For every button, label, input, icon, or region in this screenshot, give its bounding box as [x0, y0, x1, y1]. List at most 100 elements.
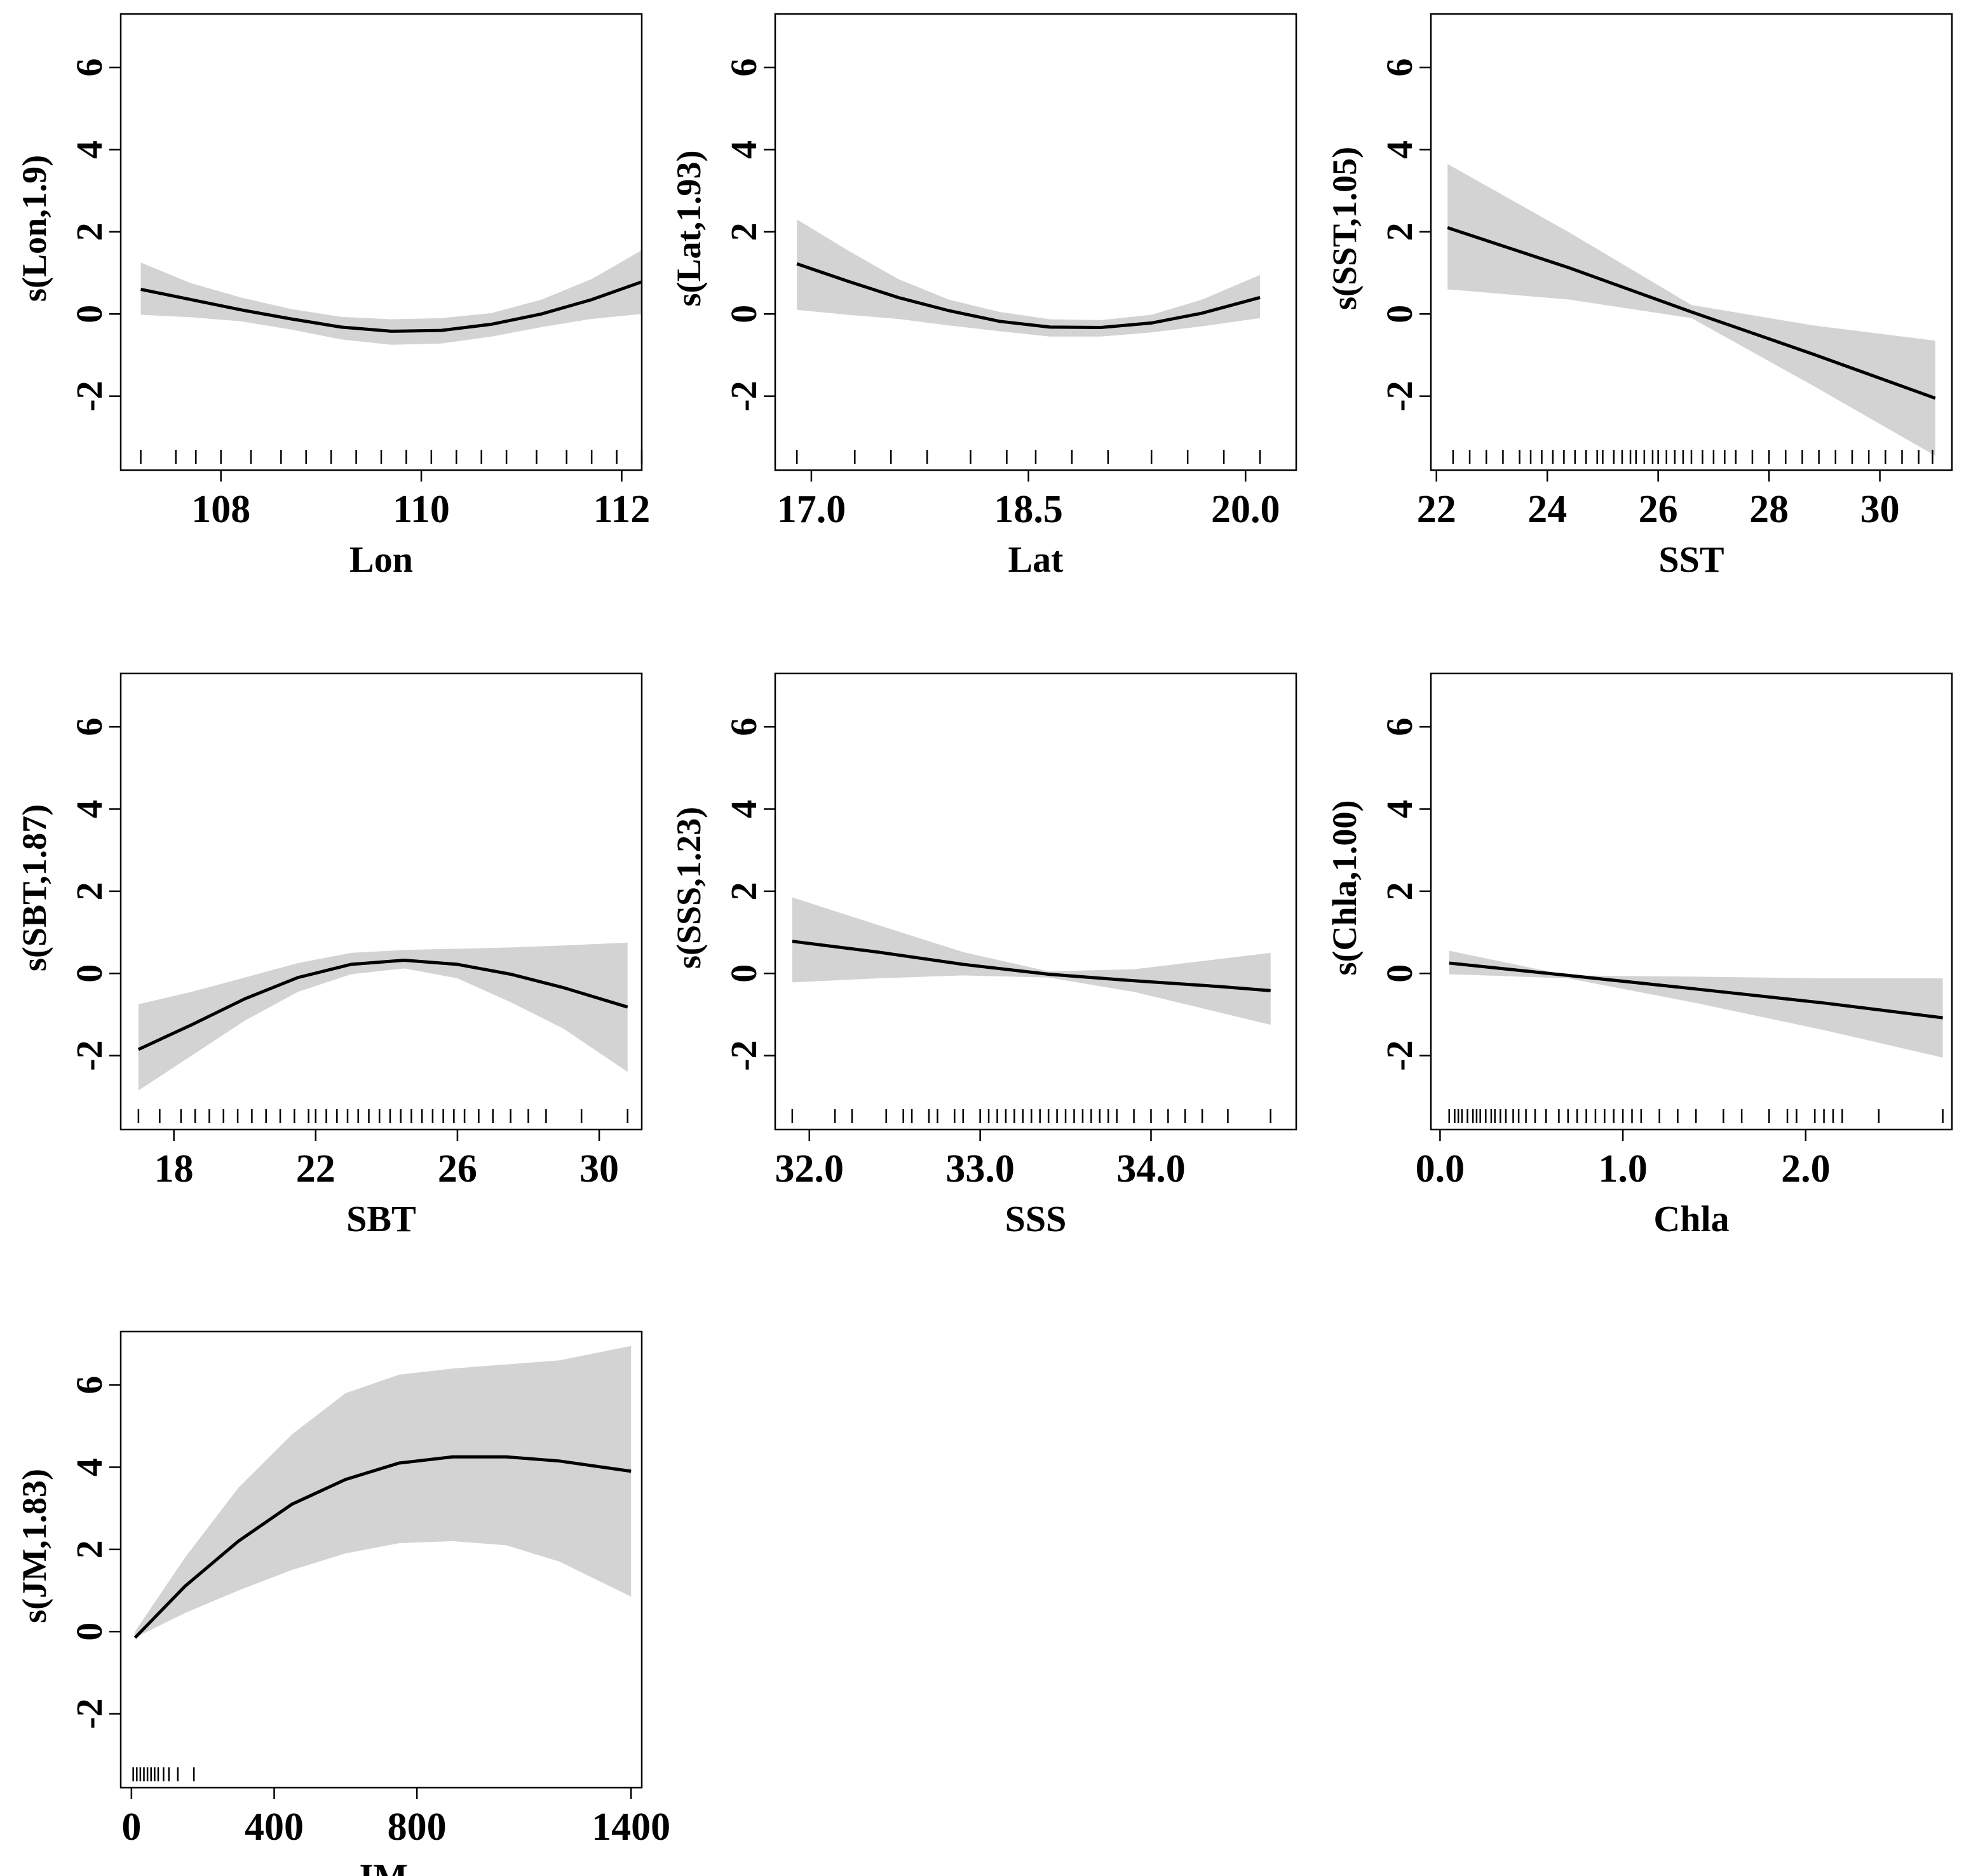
y-axis-label-sss: s(SSS,1.23)	[670, 807, 708, 969]
x-tick-label: 400	[245, 1805, 304, 1849]
x-tick-label: 1.0	[1598, 1147, 1648, 1191]
smooth-curve-lon	[140, 280, 642, 333]
y-tick-label: 6	[723, 58, 764, 77]
x-tick-label: 112	[593, 488, 651, 531]
y-tick-label: -2	[69, 1698, 110, 1729]
y-tick-label: 2	[723, 882, 764, 900]
x-tick-label: 26	[438, 1147, 477, 1191]
x-tick-label: 18	[154, 1147, 194, 1191]
confidence-band-sss	[792, 897, 1271, 1025]
smooth-curve-sss	[792, 940, 1271, 992]
y-tick-label: 6	[723, 718, 764, 736]
y-axis-label-lon: s(Lon,1.9)	[15, 155, 53, 302]
smooth-curve-chla	[1449, 961, 1943, 1020]
smooth-curve-sst	[1447, 226, 1936, 400]
y-tick-label: 2	[1379, 882, 1420, 900]
x-tick-label: 26	[1639, 488, 1678, 531]
y-tick-label: 6	[69, 58, 110, 77]
panel-lon: -2 0 2 4 6 108 110 112 Lon s(Lon,1.9)	[15, 13, 651, 580]
x-tick-label: 22	[1417, 488, 1456, 531]
x-tick-label: 0.0	[1416, 1147, 1465, 1191]
panel-lat: -2 0 2 4 6 17.0 18.5 20.0 Lat s(Lat,1.93)	[670, 13, 1297, 580]
confidence-band-lat	[797, 219, 1261, 337]
confidence-band-sbt	[138, 942, 628, 1091]
x-axis-label-sst: SST	[1658, 539, 1724, 580]
x-tick-label: 0	[121, 1805, 141, 1849]
plot-frame-sst	[1430, 13, 1953, 471]
x-tick-label: 20.0	[1211, 488, 1280, 531]
x-axis-label-chla: Chla	[1653, 1198, 1729, 1239]
y-tick-label: 4	[723, 140, 764, 159]
x-axis-label-jm: JM	[355, 1856, 408, 1876]
plot-frame-sbt	[119, 672, 643, 1131]
y-axis-label-sbt: s(SBT,1.87)	[15, 804, 53, 971]
y-tick-label: 4	[69, 140, 110, 159]
x-tick-label: 800	[388, 1805, 447, 1849]
y-tick-label: 4	[69, 1458, 110, 1476]
panel-sbt: -2 0 2 4 6 18 22 26 30 SBT s(SBT,1.87)	[15, 672, 643, 1239]
y-tick-label: 0	[69, 964, 110, 983]
y-tick-label: -2	[69, 381, 110, 411]
x-tick-label: 2.0	[1781, 1147, 1831, 1191]
plot-frame-sss	[774, 672, 1297, 1131]
x-tick-label: 22	[296, 1147, 335, 1191]
y-tick-label: 6	[69, 718, 110, 736]
plot-frame-jm	[119, 1330, 643, 1789]
x-tick-label: 18.5	[994, 488, 1063, 531]
y-tick-label: 0	[723, 305, 764, 323]
plot-frame-lon	[119, 13, 643, 471]
x-tick-label: 17.0	[777, 488, 846, 531]
y-tick-label: 6	[1379, 58, 1420, 77]
y-tick-label: 0	[723, 964, 764, 983]
y-tick-label: -2	[1379, 1040, 1420, 1070]
x-tick-label: 34.0	[1116, 1147, 1186, 1191]
x-axis-label-sbt: SBT	[346, 1198, 416, 1239]
x-tick-label: 108	[191, 488, 250, 531]
y-tick-label: 0	[69, 1623, 110, 1641]
x-tick-label: 30	[1860, 488, 1900, 531]
smooth-curve-sbt	[137, 958, 628, 1051]
y-tick-label: -2	[1379, 381, 1420, 411]
y-tick-label: 4	[69, 800, 110, 818]
x-tick-label: 33.0	[945, 1147, 1015, 1191]
y-tick-label: 2	[69, 882, 110, 900]
y-tick-label: 2	[1379, 222, 1420, 241]
confidence-band-jm	[135, 1346, 632, 1638]
y-tick-label: 2	[69, 222, 110, 241]
smooth-curve-lat	[796, 262, 1261, 330]
plot-frame-chla	[1430, 672, 1953, 1131]
plot-frame-lat	[774, 13, 1297, 471]
y-tick-label: -2	[69, 1040, 110, 1070]
y-axis-label-chla: s(Chla,1.00)	[1325, 800, 1364, 975]
panel-jm: -2 0 2 4 6 0 400 800 1400 JM s(JM,1.83)	[15, 1330, 670, 1876]
x-axis-label-lat: Lat	[1008, 539, 1064, 580]
y-tick-label: 6	[1379, 718, 1420, 736]
y-axis-label-lat: s(Lat,1.93)	[670, 150, 708, 306]
y-tick-label: 2	[69, 1540, 110, 1558]
y-tick-label: 4	[1379, 800, 1420, 818]
confidence-band-lon	[140, 250, 642, 345]
x-axis-label-sss: SSS	[1005, 1198, 1067, 1239]
smooth-curve-jm	[133, 1455, 632, 1639]
y-axis-label-sst: s(SST,1.05)	[1325, 147, 1364, 310]
x-tick-label: 110	[393, 488, 450, 531]
x-axis-label-lon: Lon	[349, 539, 413, 580]
x-tick-label: 1400	[592, 1805, 670, 1849]
x-tick-label: 24	[1527, 488, 1567, 531]
y-tick-label: 0	[1379, 305, 1420, 323]
y-tick-label: 0	[69, 305, 110, 323]
y-tick-label: -2	[723, 1040, 764, 1070]
x-tick-label: 30	[579, 1147, 619, 1191]
y-tick-label: 4	[1379, 140, 1420, 159]
panel-sss: -2 0 2 4 6 32.0 33.0 34.0 SSS s(SSS,1.23)	[670, 672, 1297, 1239]
x-tick-label: 28	[1749, 488, 1789, 531]
y-tick-label: 0	[1379, 964, 1420, 983]
y-tick-label: -2	[723, 381, 764, 411]
panel-chla: -2 0 2 4 6 0.0 1.0 2.0 Chla s(Chla,1.00)	[1325, 672, 1953, 1239]
confidence-band-chla	[1449, 950, 1943, 1058]
y-tick-label: 4	[723, 800, 764, 818]
x-tick-label: 32.0	[775, 1147, 844, 1191]
y-tick-label: 6	[69, 1376, 110, 1394]
